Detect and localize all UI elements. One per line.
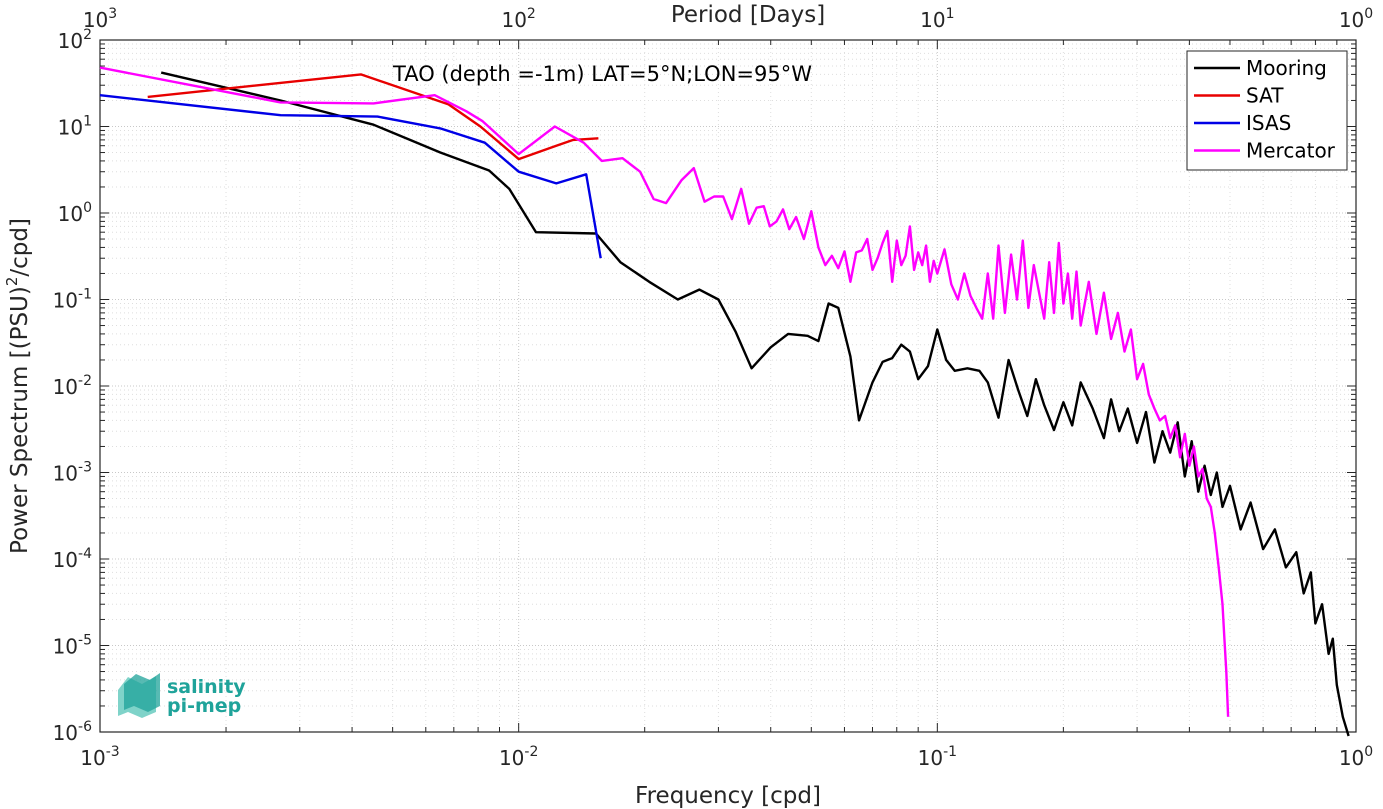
y-tick-label: 10-6: [53, 719, 93, 745]
y-tick-label: 10-1: [53, 287, 92, 313]
y-tick-label: 10-4: [53, 546, 93, 572]
series-line-isas: [99, 94, 602, 259]
logo-wave-icon-dark: [124, 673, 160, 712]
y-axis-title-main: Power Spectrum [(PSU): [7, 286, 33, 554]
top-axis-title: Period [Days]: [671, 2, 825, 28]
series-line-mooring: [160, 71, 1350, 737]
chart-annotation: TAO (depth =-1m) LAT=5°N;LON=95°W: [392, 62, 812, 86]
top-tick-label: 100: [1339, 6, 1373, 32]
y-axis-title: Power Spectrum [(PSU)2/cpd]: [3, 218, 33, 554]
x-axis-title: Frequency [cpd]: [635, 783, 821, 809]
series-line-sat: [147, 73, 599, 161]
logo-line1: salinity: [167, 676, 246, 698]
x-tick-label: 10-3: [80, 744, 119, 770]
legend-label-sat: SAT: [1246, 84, 1284, 108]
y-tick-label: 10-3: [53, 460, 92, 486]
y-axis-title-tail: /cpd]: [7, 218, 33, 277]
salinity-pimep-logo: salinity pi-mep: [118, 673, 246, 718]
x-tick-label: 10-1: [918, 744, 957, 770]
y-tick-label: 10-5: [53, 633, 92, 659]
tick-labels: 10-3 10-2 10-1 100 10-6 10-5 10-4 10-3 10-2 10-1 1…: [53, 6, 1374, 770]
x-tick-label: 100: [1339, 744, 1373, 770]
y-tick-label: 100: [58, 200, 92, 226]
series-line-mercator: [99, 66, 1230, 717]
axis-ticks: [99, 39, 1357, 733]
x-tick-label: 10-2: [499, 744, 538, 770]
top-tick-label: 103: [83, 6, 117, 32]
y-axis-title-sup: 2: [3, 277, 21, 287]
legend: Mooring SAT ISAS Mercator: [1186, 50, 1348, 171]
legend-label-isas: ISAS: [1246, 111, 1291, 135]
top-tick-label: 101: [920, 6, 954, 32]
legend-label-mooring: Mooring: [1246, 56, 1327, 80]
series-lines: [99, 66, 1350, 737]
y-tick-label: 102: [58, 27, 92, 53]
top-tick-label: 102: [501, 6, 535, 32]
y-tick-label: 101: [58, 114, 92, 140]
legend-label-mercator: Mercator: [1246, 139, 1336, 163]
y-tick-label: 10-2: [53, 373, 92, 399]
logo-line2: pi-mep: [167, 695, 241, 717]
